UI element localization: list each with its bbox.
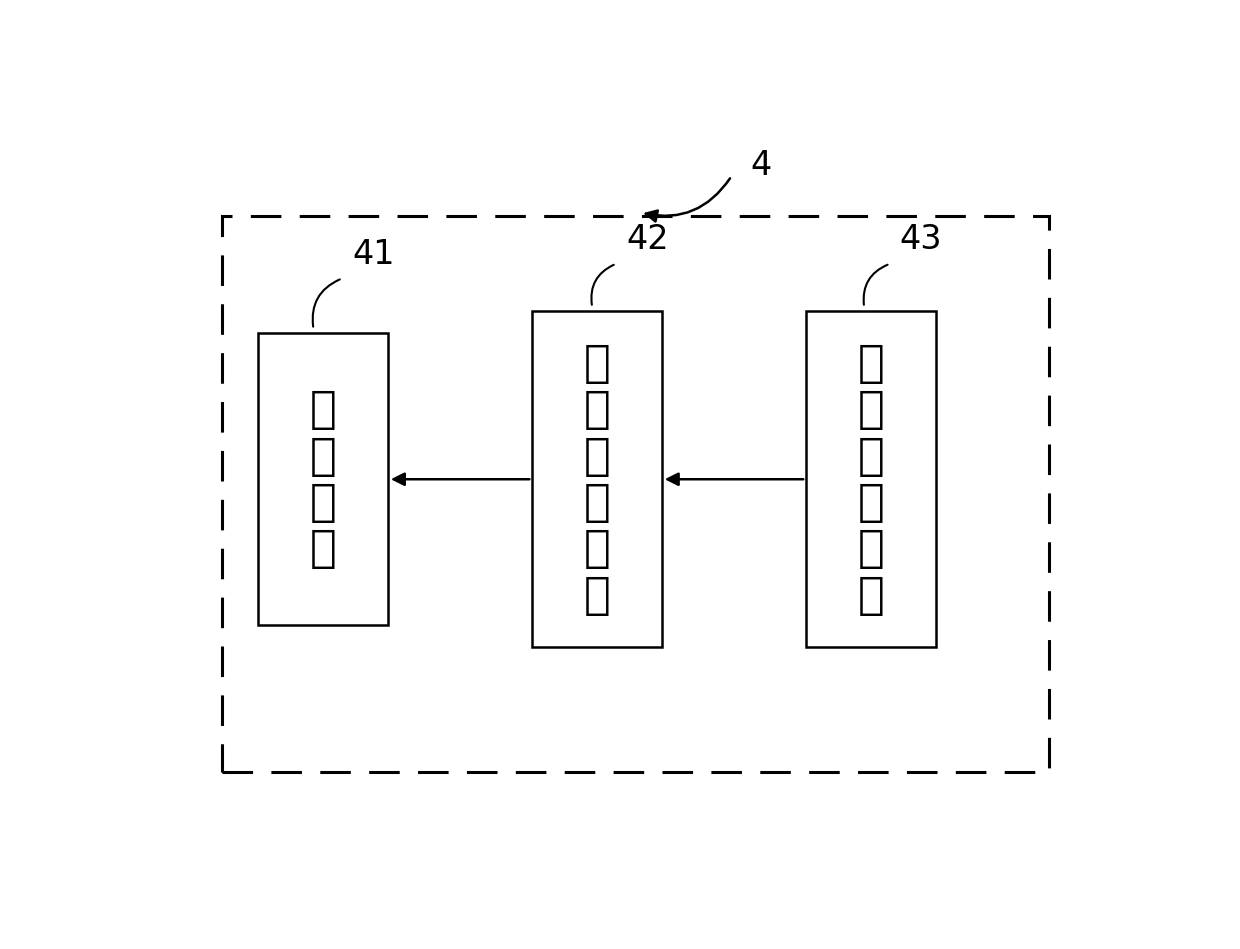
Bar <box>532 311 662 647</box>
Bar <box>258 333 388 625</box>
Text: 4: 4 <box>751 149 773 181</box>
Text: 无
线
传
输
装
置: 无 线 传 输 装 置 <box>584 342 610 617</box>
Text: 微
控
制
器: 微 控 制 器 <box>310 388 336 570</box>
Text: 43: 43 <box>900 223 942 256</box>
Text: 41: 41 <box>352 238 394 271</box>
Text: 无
线
遥
控
装
置: 无 线 遥 控 装 置 <box>858 342 884 617</box>
Bar <box>806 311 936 647</box>
Bar <box>222 216 1049 772</box>
Text: 42: 42 <box>626 223 668 256</box>
